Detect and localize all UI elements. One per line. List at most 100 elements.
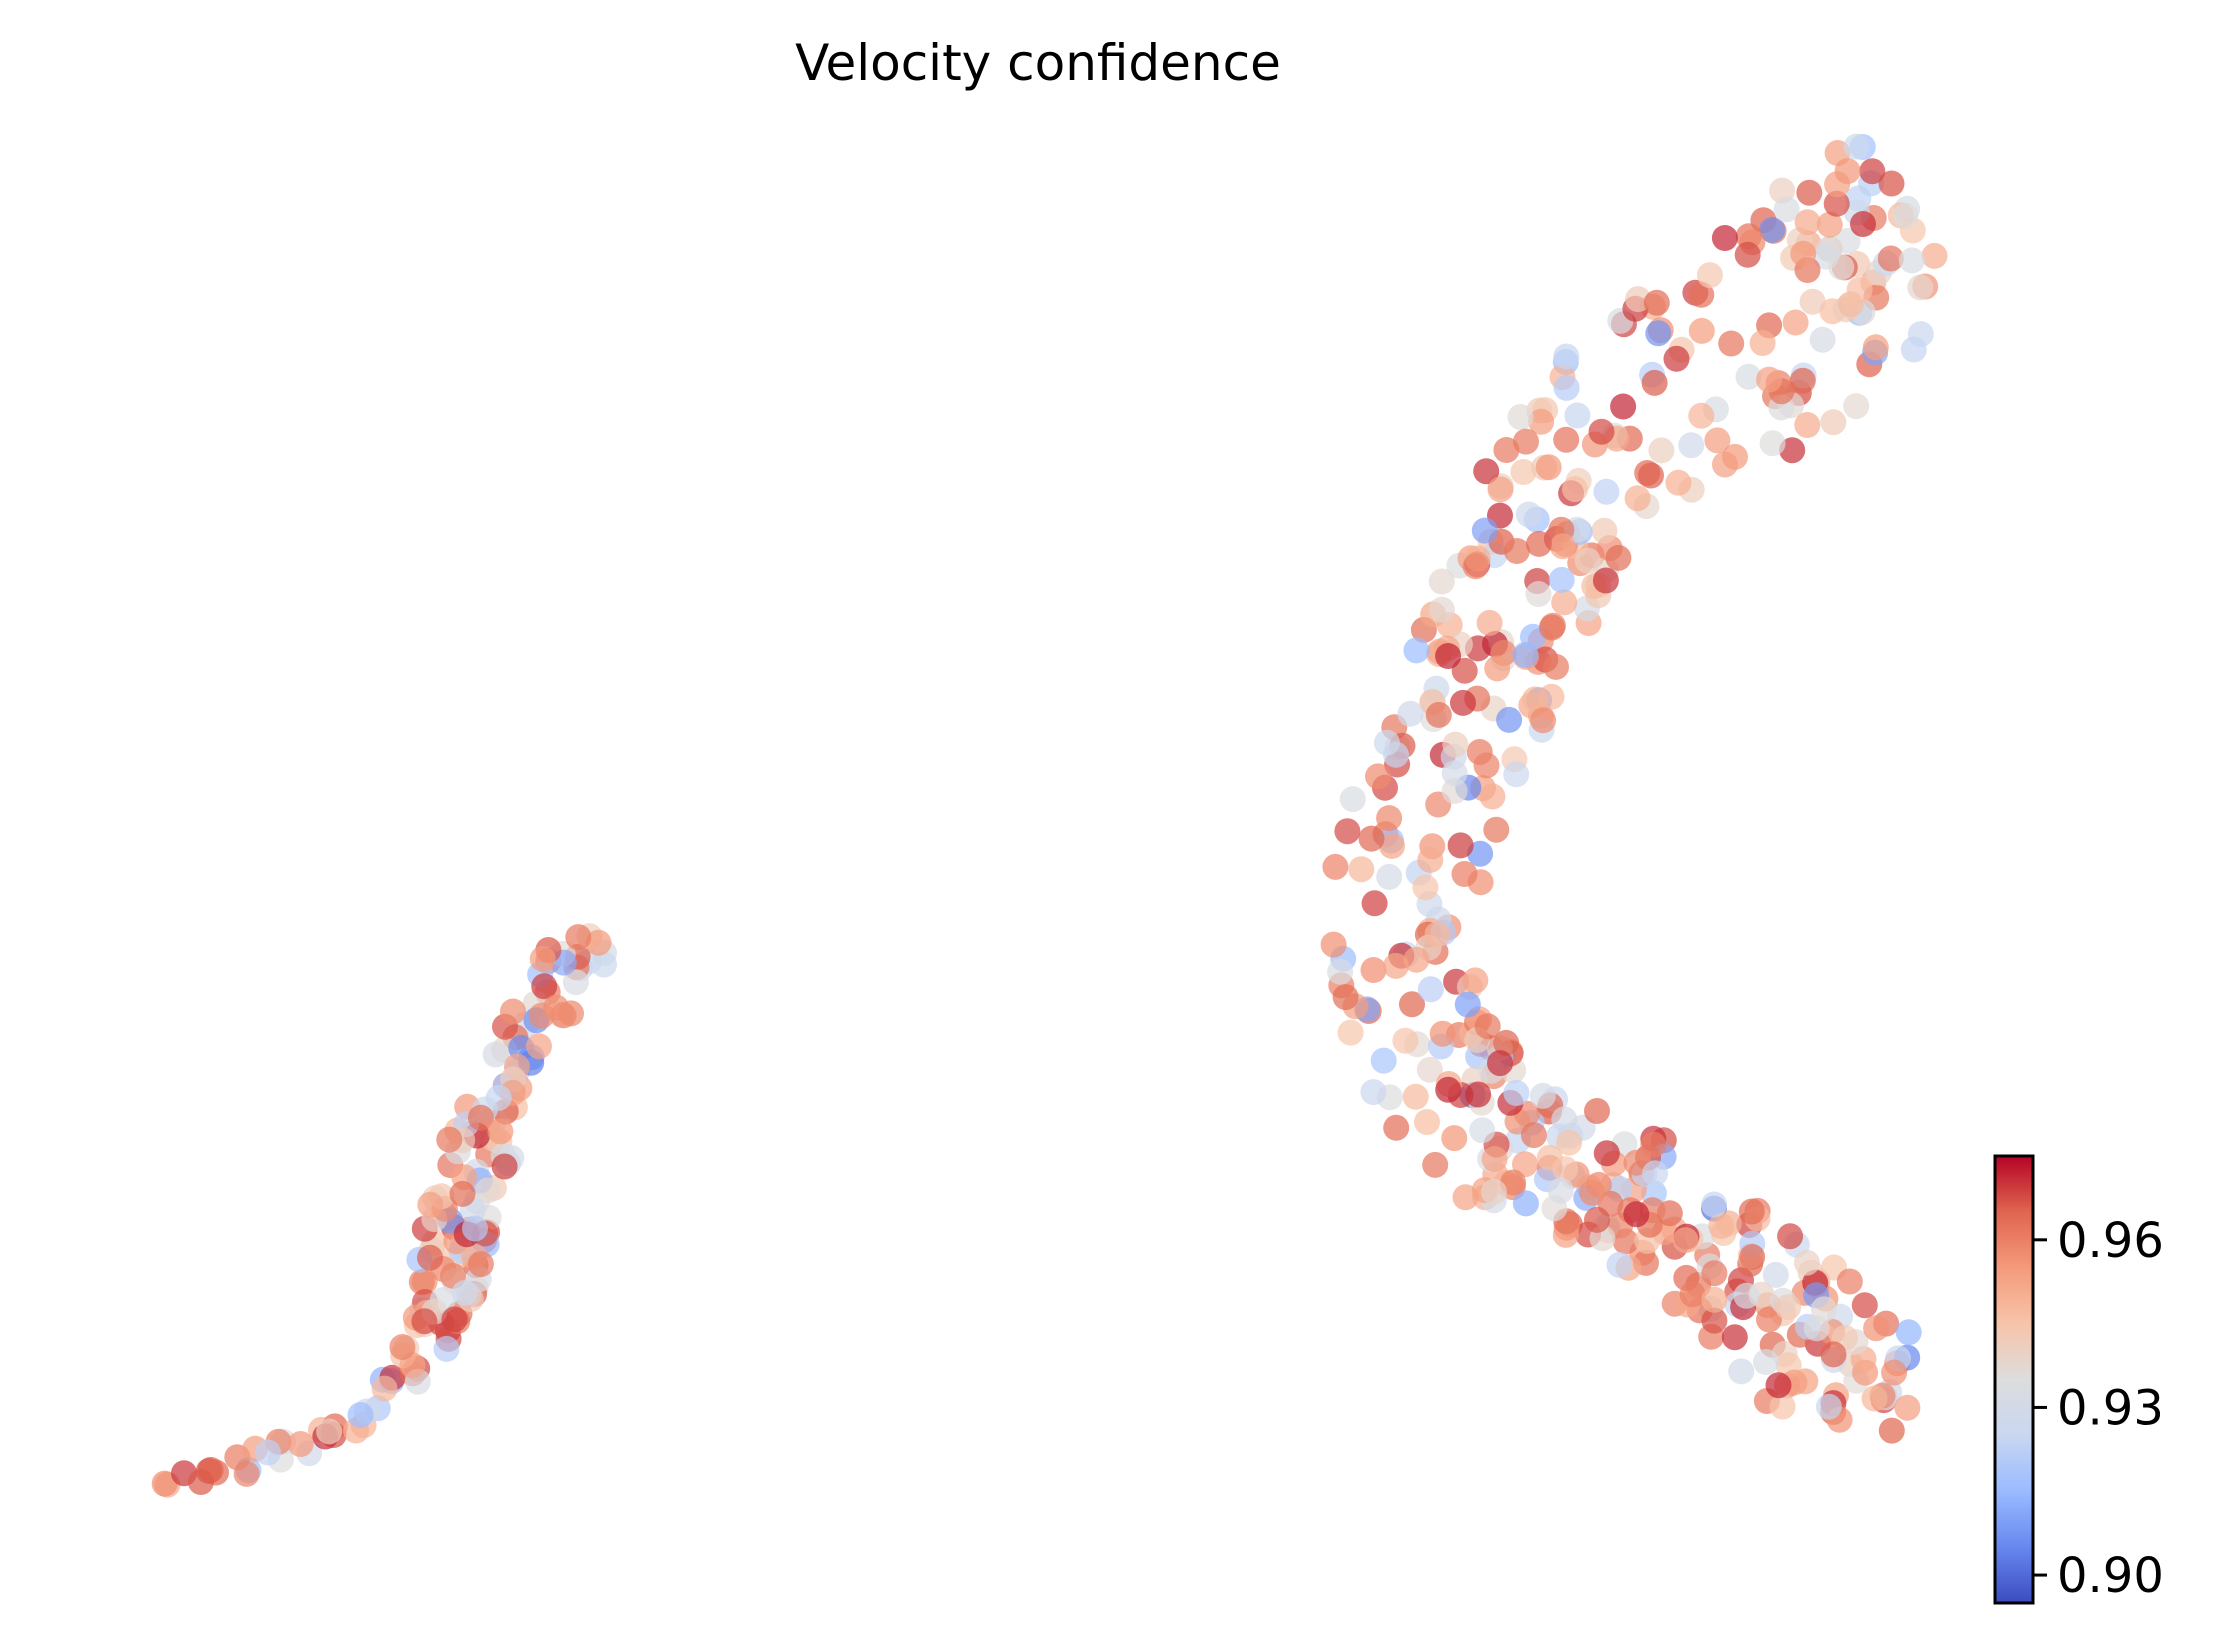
scatter-point <box>1473 458 1500 485</box>
cluster-left-points <box>151 923 618 1498</box>
scatter-point <box>1861 1385 1888 1412</box>
scatter-point <box>1538 614 1565 641</box>
scatter-point <box>1334 818 1361 845</box>
scatter-point <box>1820 1341 1847 1368</box>
scatter-point <box>1422 1151 1449 1178</box>
scatter-point <box>1701 1191 1728 1218</box>
scatter-point <box>1515 501 1542 528</box>
scatter-point <box>1777 1223 1804 1250</box>
scatter-point <box>1739 1244 1766 1270</box>
scatter-point <box>462 1215 488 1242</box>
scatter-point <box>371 1375 398 1402</box>
scatter-point <box>187 1469 214 1495</box>
scatter-point <box>1392 1027 1419 1054</box>
scatter-point <box>1794 209 1821 236</box>
scatter-point <box>1450 689 1476 716</box>
scatter-point <box>1503 538 1530 564</box>
scatter-point <box>1762 1261 1789 1288</box>
scatter-point <box>1591 517 1618 544</box>
scatter-point <box>1447 832 1474 859</box>
scatter-point <box>417 1244 443 1271</box>
scatter-point <box>1481 1146 1508 1172</box>
scatter-point <box>1640 1131 1667 1158</box>
scatter-point <box>1809 326 1836 353</box>
scatter-point <box>1376 863 1403 890</box>
scatter-point <box>1473 752 1500 779</box>
scatter-point <box>467 1104 494 1131</box>
scatter-point <box>1794 412 1821 438</box>
scatter-point <box>1895 1319 1922 1346</box>
scatter-point <box>1520 1122 1547 1149</box>
scatter-point <box>1679 1281 1706 1308</box>
scatter-point <box>543 994 570 1021</box>
scatter-point <box>1512 1190 1539 1217</box>
scatter-point <box>1704 427 1731 454</box>
scatter-point <box>449 1180 476 1207</box>
scatter-point <box>1843 133 1870 160</box>
scatter-point <box>1416 1056 1443 1083</box>
scatter-point <box>1701 1260 1728 1287</box>
scatter-point <box>500 998 526 1025</box>
scatter-point <box>1645 320 1672 347</box>
scatter-point <box>591 951 617 978</box>
scatter-point <box>1793 1249 1820 1276</box>
scatter-point <box>1454 991 1481 1018</box>
scatter-point <box>1769 1393 1796 1420</box>
scatter-point <box>1373 729 1400 756</box>
scatter-point <box>1678 432 1705 459</box>
colorbar-tick-label: 0.90 <box>2057 1548 2164 1604</box>
scatter-point <box>1921 242 1948 269</box>
scatter-point <box>1564 402 1591 429</box>
scatter-point <box>1442 731 1469 758</box>
scatter-point <box>1526 530 1552 557</box>
scatter-point <box>1816 211 1843 238</box>
scatter-point <box>1370 1047 1397 1074</box>
scatter-point <box>1465 1081 1492 1108</box>
scatter-point <box>1796 179 1823 206</box>
scatter-point <box>1799 288 1826 315</box>
scatter-point <box>1734 241 1761 268</box>
scatter-point <box>1547 1177 1574 1204</box>
scatter-point <box>562 969 589 996</box>
scatter-point <box>531 973 558 1000</box>
scatter-point <box>1424 921 1451 948</box>
scatter-point <box>1642 1160 1669 1187</box>
scatter-point <box>1688 317 1715 344</box>
scatter-point <box>1462 967 1489 994</box>
scatter-point <box>1850 211 1876 237</box>
scatter-point <box>1425 701 1452 728</box>
scatter-point <box>1529 1082 1556 1109</box>
scatter-point <box>1562 476 1588 503</box>
scatter-point <box>1894 1394 1921 1421</box>
scatter-point <box>1435 1076 1462 1103</box>
scatter-point <box>1584 1098 1610 1124</box>
scatter-point <box>1361 890 1388 917</box>
scatter-point <box>1549 533 1576 560</box>
scatter-point <box>1863 1315 1890 1342</box>
scatter-point <box>1756 366 1783 393</box>
scatter-point <box>1859 158 1886 185</box>
scatter-point <box>1429 1020 1456 1047</box>
scatter-point <box>1701 1286 1728 1313</box>
scatter-point <box>1383 952 1409 979</box>
scatter-point <box>1877 245 1904 272</box>
scatter-point <box>474 1177 501 1204</box>
scatter-point <box>1360 957 1387 983</box>
scatter-point <box>1688 281 1715 308</box>
scatter-point <box>1638 462 1664 489</box>
scatter-point <box>1483 816 1510 843</box>
scatter-point <box>1574 547 1601 574</box>
scatter-point <box>1428 568 1455 595</box>
scatter-point <box>1479 783 1506 810</box>
scatter-point <box>1402 1083 1429 1110</box>
scatter-point <box>1881 1359 1908 1386</box>
scatter-point <box>1711 225 1738 251</box>
scatter-point <box>1733 1282 1760 1309</box>
scatter-point <box>1553 426 1580 453</box>
scatter-point <box>1543 653 1569 680</box>
scatter-point <box>233 1460 260 1487</box>
scatter-point <box>389 1334 416 1360</box>
scatter-point <box>1592 567 1619 594</box>
scatter-point <box>1551 589 1578 616</box>
scatter-point <box>1773 196 1800 223</box>
